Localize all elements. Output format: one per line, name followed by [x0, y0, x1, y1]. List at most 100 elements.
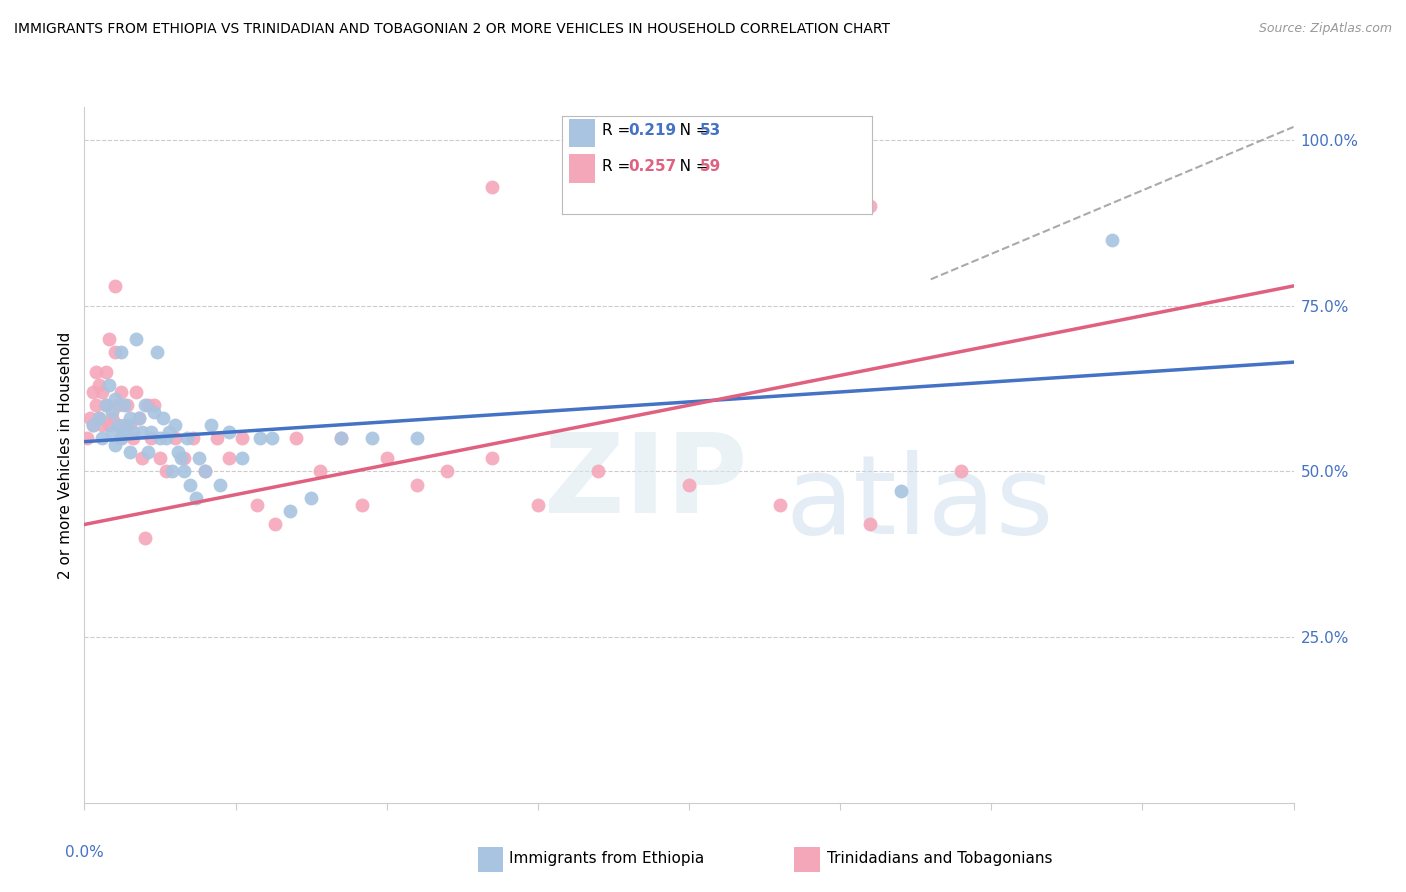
Point: [200, 418, 222, 433]
Point: [104, 392, 127, 406]
Point: [82, 384, 104, 399]
Point: [136, 444, 159, 458]
Point: [110, 431, 132, 445]
Text: R =: R =: [602, 159, 636, 174]
Point: [188, 451, 211, 466]
Point: [218, 425, 240, 439]
Point: [330, 431, 353, 445]
Point: [285, 431, 308, 445]
Text: 0.0%: 0.0%: [65, 845, 104, 860]
Point: [173, 451, 195, 466]
Point: [107, 418, 129, 433]
Point: [118, 418, 141, 433]
Point: [209, 477, 232, 491]
Point: [128, 411, 150, 425]
Point: [218, 451, 240, 466]
Text: 53: 53: [700, 123, 721, 138]
Point: [176, 431, 198, 445]
Point: [134, 531, 156, 545]
Point: [160, 465, 183, 479]
Point: [112, 425, 135, 439]
Point: [246, 498, 269, 512]
Point: [194, 465, 217, 479]
Point: [186, 491, 208, 505]
Text: atlas: atlas: [786, 450, 1054, 558]
Point: [859, 199, 882, 213]
Point: [115, 418, 138, 433]
Point: [481, 179, 503, 194]
Point: [91, 431, 114, 445]
Point: [131, 451, 153, 466]
Point: [121, 431, 143, 445]
Point: [155, 465, 177, 479]
Point: [375, 451, 398, 466]
Point: [121, 425, 143, 439]
Point: [125, 384, 148, 399]
Point: [179, 477, 201, 491]
Point: [107, 398, 129, 412]
Point: [678, 477, 700, 491]
Point: [104, 345, 127, 359]
Point: [299, 491, 322, 505]
Point: [94, 398, 117, 412]
Point: [263, 517, 285, 532]
Point: [82, 418, 104, 433]
Point: [352, 498, 374, 512]
Point: [112, 398, 135, 412]
Point: [155, 431, 177, 445]
Text: Immigrants from Ethiopia: Immigrants from Ethiopia: [509, 851, 704, 865]
Point: [165, 418, 187, 433]
Point: [588, 465, 610, 479]
Text: ZIP: ZIP: [544, 429, 747, 536]
Point: [406, 431, 429, 445]
Point: [309, 465, 332, 479]
Point: [157, 425, 180, 439]
Text: 59: 59: [700, 159, 721, 174]
Point: [97, 378, 120, 392]
Point: [79, 411, 101, 425]
Point: [139, 431, 162, 445]
Point: [100, 425, 122, 439]
Point: [86, 398, 108, 412]
Text: 0.257: 0.257: [628, 159, 676, 174]
Point: [146, 345, 169, 359]
Point: [181, 431, 204, 445]
Text: 0.219: 0.219: [628, 123, 676, 138]
Text: N =: N =: [665, 123, 713, 138]
Point: [94, 365, 117, 379]
Point: [76, 431, 98, 445]
Text: IMMIGRANTS FROM ETHIOPIA VS TRINIDADIAN AND TOBAGONIAN 2 OR MORE VEHICLES IN HOU: IMMIGRANTS FROM ETHIOPIA VS TRINIDADIAN …: [14, 22, 890, 37]
Point: [165, 431, 187, 445]
Point: [173, 465, 195, 479]
Point: [100, 411, 122, 425]
Point: [249, 431, 271, 445]
Point: [436, 465, 458, 479]
Point: [360, 431, 382, 445]
Point: [207, 431, 229, 445]
Point: [110, 384, 132, 399]
Point: [149, 451, 172, 466]
Point: [134, 398, 156, 412]
Point: [104, 279, 127, 293]
Point: [149, 431, 172, 445]
Point: [859, 517, 882, 532]
Point: [115, 398, 138, 412]
Point: [481, 451, 503, 466]
Point: [769, 498, 792, 512]
Point: [100, 405, 122, 419]
Y-axis label: 2 or more Vehicles in Household: 2 or more Vehicles in Household: [58, 331, 73, 579]
Point: [107, 418, 129, 433]
Point: [152, 411, 174, 425]
Point: [91, 384, 114, 399]
Point: [136, 398, 159, 412]
Point: [260, 431, 283, 445]
Point: [278, 504, 301, 518]
Point: [128, 411, 150, 425]
Point: [86, 365, 108, 379]
Point: [89, 411, 111, 425]
Point: [406, 477, 429, 491]
Point: [112, 418, 135, 433]
Point: [131, 425, 153, 439]
Text: R =: R =: [602, 123, 636, 138]
Point: [110, 431, 132, 445]
